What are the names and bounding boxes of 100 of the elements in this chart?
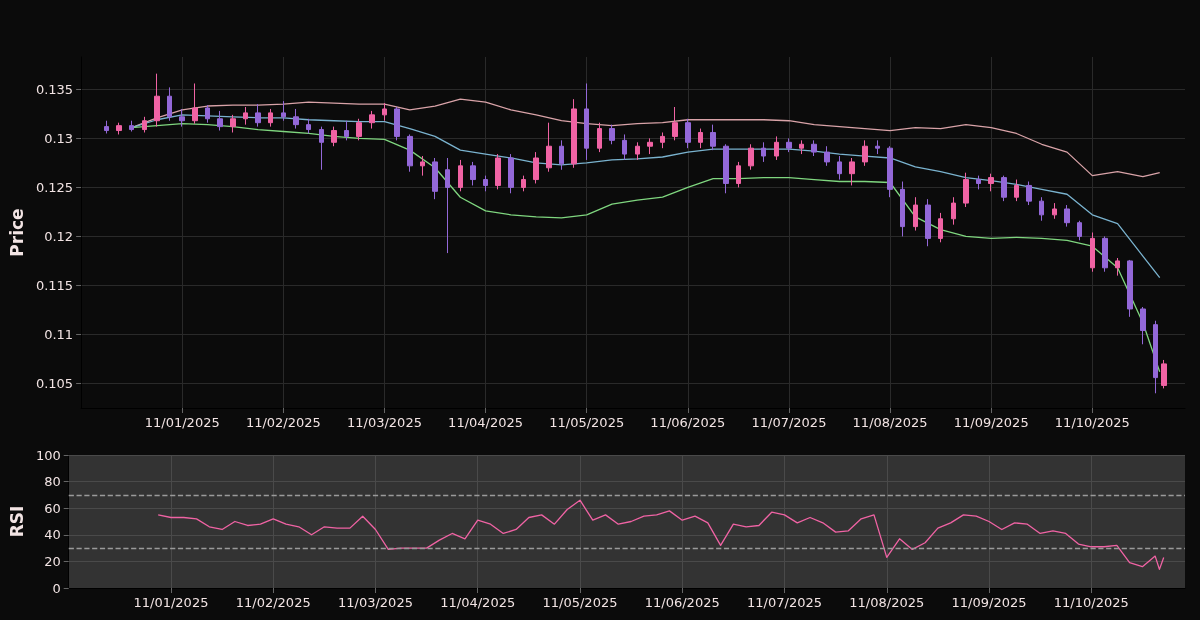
x-tick-label: 11/04/2025 bbox=[448, 415, 524, 430]
y-tick-label: 0.125 bbox=[35, 179, 74, 195]
candlestick bbox=[1052, 202, 1057, 220]
candlestick bbox=[571, 98, 577, 169]
candlestick bbox=[116, 122, 122, 135]
candlestick bbox=[723, 143, 729, 194]
candlestick bbox=[129, 120, 134, 133]
candlestick bbox=[1140, 306, 1146, 345]
candlestick bbox=[887, 145, 893, 198]
candlestick bbox=[837, 155, 842, 181]
candlestick bbox=[660, 131, 665, 149]
candlestick bbox=[799, 139, 804, 155]
x-tick-label: 11/05/2025 bbox=[549, 415, 625, 430]
candlestick bbox=[584, 82, 589, 161]
candlestick bbox=[1077, 220, 1082, 241]
candlestick bbox=[445, 157, 450, 254]
x-tick-label: 11/10/2025 bbox=[1054, 415, 1130, 430]
x-tick-label: 11/06/2025 bbox=[644, 595, 720, 610]
candlestick bbox=[622, 133, 627, 161]
candlestick bbox=[635, 141, 640, 161]
line-series bbox=[131, 123, 1161, 373]
candlestick bbox=[1039, 196, 1044, 222]
candlestick bbox=[508, 153, 514, 194]
x-tick-label: 11/03/2025 bbox=[338, 595, 413, 610]
candlestick bbox=[319, 126, 324, 171]
candlestick bbox=[432, 157, 438, 200]
y-tick-label: 20 bbox=[44, 553, 61, 569]
candlestick bbox=[1014, 179, 1019, 202]
candlestick bbox=[1064, 204, 1070, 228]
x-tick-label: 11/02/2025 bbox=[235, 595, 311, 610]
candlestick bbox=[243, 106, 248, 126]
candlestick bbox=[483, 175, 488, 192]
candlestick bbox=[951, 196, 956, 226]
candlestick bbox=[192, 82, 198, 125]
candlestick bbox=[407, 133, 413, 173]
candlestick bbox=[988, 173, 994, 192]
candlestick bbox=[1090, 232, 1095, 273]
candlestick bbox=[268, 108, 273, 128]
candlestick bbox=[179, 108, 185, 128]
y-axis-title: RSI bbox=[6, 505, 27, 538]
candlestick bbox=[546, 122, 552, 173]
candlestick bbox=[281, 100, 286, 122]
candlestick bbox=[900, 181, 905, 237]
candlestick bbox=[1153, 320, 1158, 394]
x-tick-label: 11/08/2025 bbox=[849, 595, 925, 610]
candlestick bbox=[306, 118, 311, 134]
candlestick bbox=[609, 124, 615, 145]
candlestick bbox=[521, 175, 526, 192]
x-tick-label: 11/06/2025 bbox=[650, 415, 726, 430]
candlestick bbox=[1102, 235, 1108, 273]
x-tick-label: 11/01/2025 bbox=[144, 415, 220, 430]
candlestick bbox=[925, 198, 931, 247]
candlestick bbox=[217, 110, 223, 132]
y-tick-label: 0 bbox=[52, 580, 61, 596]
candlestick bbox=[849, 157, 855, 186]
x-tick-label: 11/03/2025 bbox=[347, 415, 422, 430]
x-tick-label: 11/09/2025 bbox=[953, 415, 1029, 430]
candlestick bbox=[862, 139, 868, 167]
candlestick bbox=[458, 159, 463, 192]
x-tick-label: 11/01/2025 bbox=[133, 595, 209, 610]
y-tick-label: 0.11 bbox=[44, 326, 74, 342]
candlestick bbox=[647, 137, 653, 155]
x-tick-label: 11/02/2025 bbox=[245, 415, 321, 430]
candlestick bbox=[255, 103, 261, 128]
candlestick bbox=[293, 108, 299, 130]
candlestick bbox=[230, 114, 236, 133]
y-axis-title: Price bbox=[6, 208, 27, 257]
candlestick bbox=[167, 86, 172, 122]
x-tick-label: 11/07/2025 bbox=[747, 595, 822, 610]
candlestick bbox=[470, 161, 476, 186]
candlestick bbox=[142, 116, 147, 133]
candlestick bbox=[104, 120, 109, 134]
candlestick bbox=[913, 196, 918, 232]
candlestick bbox=[356, 118, 362, 141]
candlestick bbox=[774, 135, 779, 161]
candlestick bbox=[875, 139, 880, 155]
candlestick bbox=[811, 139, 817, 157]
x-tick-label: 11/07/2025 bbox=[751, 415, 827, 430]
y-tick-label: 0.13 bbox=[44, 130, 74, 146]
candlestick bbox=[495, 153, 501, 190]
candlestick bbox=[963, 172, 969, 208]
candlestick bbox=[698, 128, 703, 149]
candlestick bbox=[736, 161, 741, 188]
candlestick bbox=[331, 126, 337, 147]
candlestick bbox=[344, 120, 349, 141]
x-tick-label: 11/09/2025 bbox=[951, 595, 1027, 610]
x-tick-label: 11/10/2025 bbox=[1053, 595, 1129, 610]
y-tick-label: 40 bbox=[44, 527, 61, 543]
line-series bbox=[131, 114, 1161, 279]
candlestick bbox=[672, 106, 678, 141]
candlestick bbox=[761, 141, 766, 163]
candlestick bbox=[1161, 359, 1167, 389]
y-tick-label: 0.12 bbox=[44, 228, 74, 244]
line-series bbox=[157, 499, 1165, 571]
candlestick bbox=[394, 106, 400, 141]
candlestick bbox=[1026, 181, 1032, 206]
candlestick bbox=[369, 110, 375, 130]
candlestick bbox=[1127, 259, 1133, 318]
candlestick bbox=[786, 137, 792, 153]
candlestick bbox=[710, 124, 716, 151]
